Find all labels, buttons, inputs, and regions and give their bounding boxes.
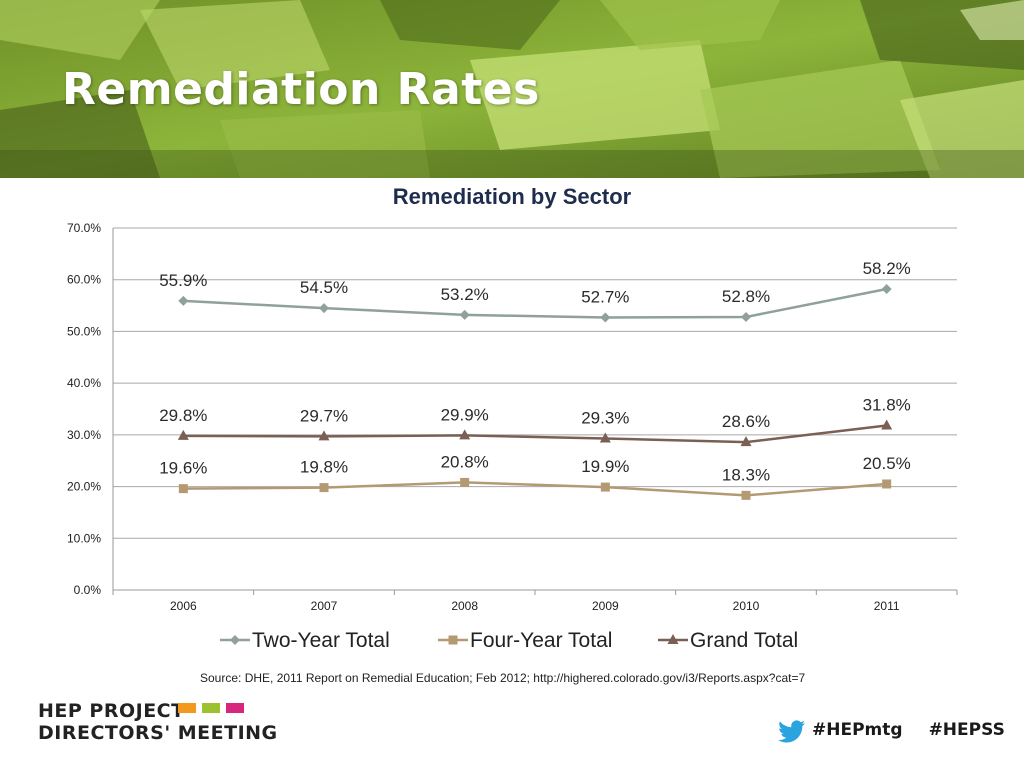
data-point-marker [178, 295, 189, 306]
legend-label: Four-Year Total [470, 629, 612, 652]
data-point-marker [319, 303, 329, 314]
event-logo: HEP PROJECT DIRECTORS' MEETING [38, 700, 278, 744]
series-line [183, 424, 887, 444]
series-line [183, 481, 887, 497]
y-tick-label: 20.0% [67, 480, 101, 494]
header-banner: Remediation Rates [0, 0, 1024, 178]
data-point-marker [178, 484, 188, 494]
data-label: 52.7% [581, 287, 629, 306]
data-point-marker [741, 311, 751, 322]
legend-marker [667, 634, 679, 644]
x-tick-label: 2011 [874, 599, 900, 613]
data-label: 28.6% [722, 412, 770, 431]
data-point-marker [318, 430, 330, 441]
y-tick-label: 0.0% [74, 583, 102, 597]
graduation-caps-photo [0, 0, 1024, 178]
data-point-marker [881, 284, 892, 295]
data-label: 29.8% [159, 406, 207, 425]
source-citation: Source: DHE, 2011 Report on Remedial Edu… [200, 671, 806, 685]
y-tick-label: 50.0% [67, 324, 101, 338]
data-label: 29.9% [441, 405, 489, 424]
chart-title: Remediation by Sector [393, 184, 632, 209]
legend-label: Grand Total [690, 629, 798, 652]
data-point-marker [882, 479, 892, 489]
data-label: 19.8% [300, 458, 348, 477]
data-point-marker [741, 490, 751, 500]
data-point-marker [459, 429, 471, 440]
data-point-marker [459, 309, 470, 320]
data-label: 31.8% [863, 396, 911, 415]
graduation-cap-icons [178, 703, 244, 713]
data-label: 20.8% [441, 452, 489, 471]
data-point-marker [600, 312, 611, 323]
data-label: 19.9% [581, 457, 629, 476]
green-cap-icon [202, 703, 220, 713]
data-point-marker [460, 477, 470, 487]
data-point-marker [177, 429, 189, 440]
twitter-bird-icon [778, 720, 805, 743]
hashtag-hepmtg: #HEPmtg [812, 720, 903, 740]
y-tick-label: 70.0% [67, 221, 101, 235]
logo-line-2: DIRECTORS' MEETING [38, 722, 278, 744]
data-label: 29.3% [581, 408, 629, 427]
data-point-marker [599, 432, 611, 443]
data-label: 54.5% [300, 278, 348, 297]
logo-line-1: HEP PROJECT [38, 700, 185, 722]
legend-label: Two-Year Total [252, 629, 390, 652]
x-tick-label: 2006 [170, 599, 197, 613]
orange-cap-icon [178, 703, 196, 713]
data-point-marker [319, 483, 329, 493]
y-tick-label: 30.0% [67, 428, 101, 442]
pink-cap-icon [226, 703, 244, 713]
y-tick-label: 40.0% [67, 376, 101, 390]
data-point-marker [740, 436, 752, 447]
data-label: 29.7% [300, 406, 348, 425]
data-label: 52.8% [722, 287, 770, 306]
data-label: 55.9% [159, 271, 207, 290]
remediation-line-chart: Remediation by Sector 0.0% 10.0% 20.0% 30.0… [67, 184, 958, 652]
legend-marker [448, 635, 458, 645]
x-tick-label: 2007 [311, 599, 338, 613]
data-point-marker [881, 419, 893, 430]
y-tick-label: 10.0% [67, 531, 101, 545]
series-line [183, 287, 887, 319]
x-tick-label: 2010 [733, 599, 760, 613]
data-label: 20.5% [863, 454, 911, 473]
data-label: 58.2% [863, 259, 911, 278]
hashtag-hepss: #HEPSS [928, 720, 1005, 740]
slide-title: Remediation Rates [62, 64, 540, 115]
data-label: 18.3% [722, 465, 770, 484]
x-tick-label: 2008 [451, 599, 478, 613]
hashtags: #HEPmtg #HEPSS [812, 720, 1005, 740]
data-label: 19.6% [159, 459, 207, 478]
data-label: 53.2% [441, 285, 489, 304]
data-point-marker [600, 482, 610, 492]
legend-marker [230, 635, 240, 645]
y-tick-label: 60.0% [67, 273, 101, 287]
x-tick-label: 2009 [592, 599, 619, 613]
